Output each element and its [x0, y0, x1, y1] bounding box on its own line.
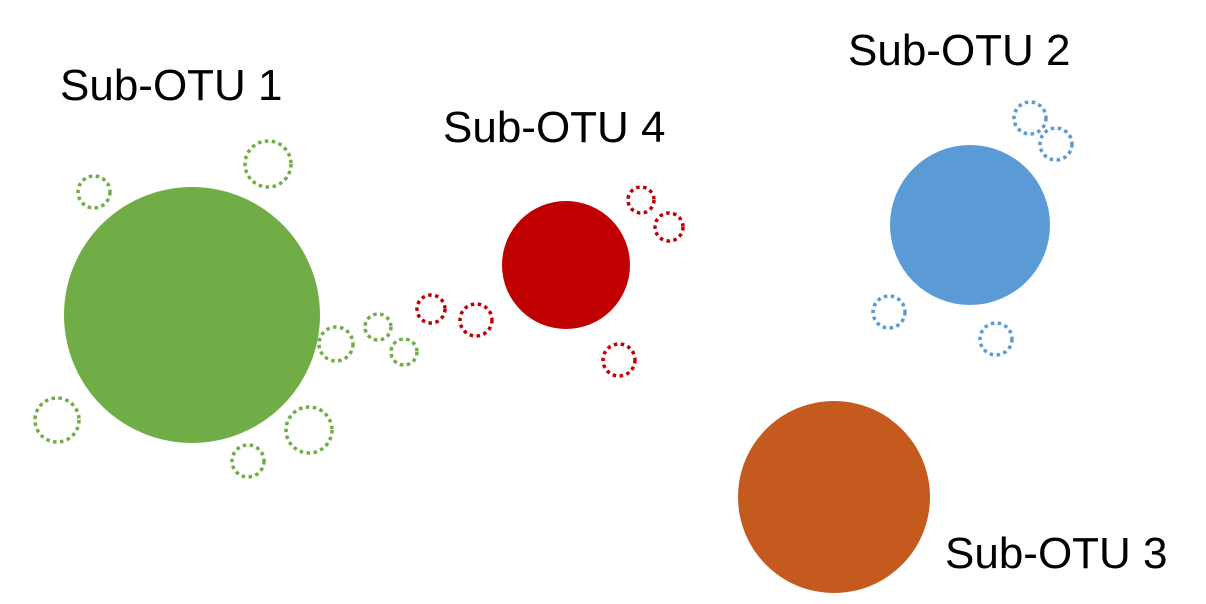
satellite-circle-sub-otu-2: [871, 294, 907, 330]
label-sub-otu-1: Sub-OTU 1: [60, 61, 283, 110]
main-circle-sub-otu-4: [502, 201, 630, 329]
satellite-circle-sub-otu-2: [1012, 100, 1048, 136]
satellite-circle-sub-otu-1: [317, 325, 355, 363]
label-sub-otu-3: Sub-OTU 3: [945, 529, 1168, 578]
satellite-circle-sub-otu-4: [458, 302, 494, 338]
label-sub-otu-4: Sub-OTU 4: [443, 103, 666, 152]
main-circle-sub-otu-3: [738, 401, 930, 593]
satellite-circle-sub-otu-1: [33, 396, 81, 444]
satellite-circle-sub-otu-1: [230, 443, 266, 479]
satellite-circle-sub-otu-4: [415, 293, 447, 325]
label-sub-otu-2: Sub-OTU 2: [848, 26, 1071, 75]
satellite-circle-sub-otu-4: [601, 342, 637, 378]
satellite-circle-sub-otu-1: [389, 337, 419, 367]
satellite-circle-sub-otu-1: [284, 405, 334, 455]
satellite-circle-sub-otu-1: [363, 312, 393, 342]
satellite-circle-sub-otu-2: [978, 321, 1014, 357]
main-circle-sub-otu-1: [64, 187, 320, 443]
satellite-circle-sub-otu-4: [653, 211, 685, 243]
main-circle-sub-otu-2: [890, 145, 1050, 305]
satellite-circle-sub-otu-2: [1038, 126, 1074, 162]
satellite-circle-sub-otu-4: [626, 185, 656, 215]
satellite-circle-sub-otu-1: [76, 174, 112, 210]
satellite-circle-sub-otu-1: [243, 139, 293, 189]
